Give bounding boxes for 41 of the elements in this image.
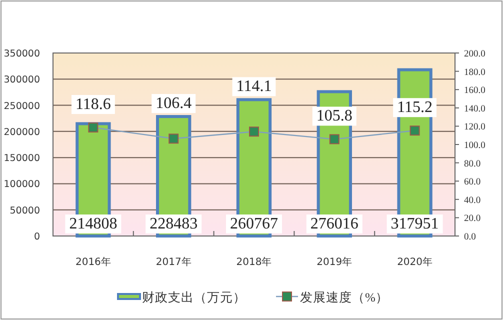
point — [168, 134, 179, 144]
y-tick-label: 50000 — [10, 205, 40, 216]
y-tick-label: 300000 — [4, 74, 40, 86]
point — [410, 126, 420, 136]
legend-label: 财政支出（万元） — [142, 290, 246, 304]
y-tick-label: 0 — [34, 232, 40, 242]
y2-tick-label: 60.0 — [464, 178, 481, 188]
legend-label: 发展速度（%） — [300, 290, 388, 304]
data-label: 228483 — [150, 216, 198, 232]
point — [249, 126, 259, 137]
y2-tick-label: 180.0 — [464, 68, 486, 78]
y2-tick-label: 20.0 — [464, 214, 481, 224]
data-label: 260767 — [230, 216, 278, 232]
y-tick-label: 200000 — [4, 126, 40, 138]
x-tick-label: 2016年 — [75, 256, 111, 268]
x-tick-label: 2020年 — [397, 256, 433, 268]
y2-tick-label: 160.0 — [464, 86, 486, 96]
data-label: 115.2 — [397, 99, 433, 116]
point — [88, 122, 98, 132]
data-label: 276016 — [310, 216, 358, 232]
y2-tick-label: 200.0 — [464, 50, 486, 60]
x-tick-label: 2018年 — [236, 256, 272, 268]
y-tick-label: 250000 — [4, 100, 40, 112]
y2-tick-label: 100.0 — [464, 141, 486, 151]
point — [329, 134, 340, 144]
data-label: 114.1 — [236, 78, 272, 96]
y-tick-label: 100000 — [4, 179, 40, 190]
y-tick-label: 350000 — [4, 48, 40, 60]
x-tick-label: 2019年 — [316, 256, 352, 268]
y2-tick-label: 140.0 — [464, 104, 486, 114]
data-label: 106.4 — [156, 95, 192, 112]
y2-tick-label: 0.0 — [464, 232, 476, 242]
y2-tick-label: 40.0 — [464, 196, 481, 206]
data-label: 214808 — [69, 216, 118, 232]
y2-tick-label: 80.0 — [464, 159, 481, 170]
y2-tick-label: 120.0 — [464, 122, 486, 133]
y-tick-label: 150000 — [4, 153, 40, 164]
data-label: 317951 — [390, 216, 439, 232]
x-tick-label: 2017年 — [156, 256, 192, 268]
data-label: 118.6 — [75, 96, 111, 113]
data-label: 105.8 — [316, 108, 352, 125]
